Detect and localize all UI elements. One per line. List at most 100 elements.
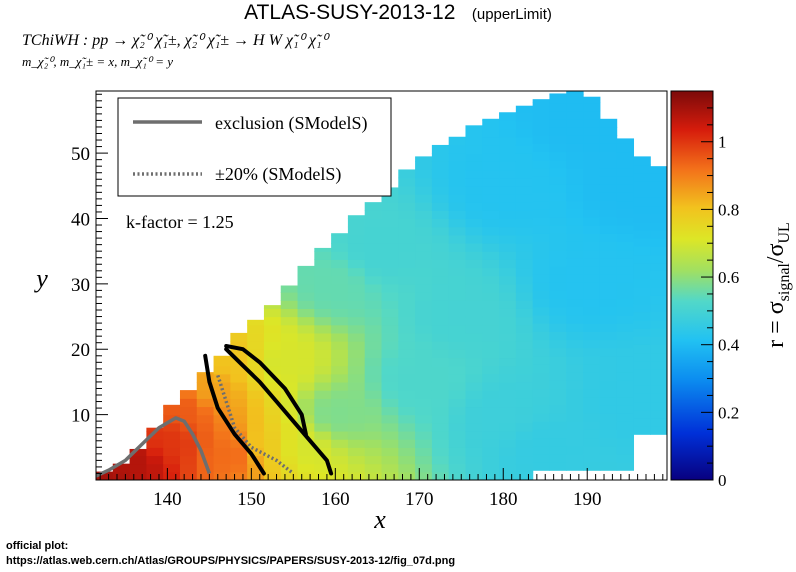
heatmap-cell bbox=[532, 380, 551, 390]
heatmap-cell bbox=[549, 314, 567, 324]
heatmap-cell bbox=[566, 314, 584, 324]
heatmap-cell bbox=[499, 292, 517, 301]
heatmap-cell bbox=[364, 381, 383, 391]
heatmap-cell bbox=[616, 216, 635, 226]
heatmap-cell bbox=[650, 278, 667, 288]
heatmap-cell bbox=[179, 406, 198, 416]
heatmap-cell bbox=[381, 234, 399, 244]
heatmap-cell bbox=[448, 275, 467, 285]
heatmap-cell bbox=[549, 298, 567, 308]
heatmap-cell bbox=[633, 270, 651, 280]
heatmap-cell bbox=[415, 381, 433, 391]
heatmap-cell bbox=[616, 184, 635, 193]
heatmap-cell bbox=[448, 439, 467, 448]
heatmap-cell bbox=[633, 360, 651, 370]
heatmap-cell bbox=[431, 243, 450, 252]
heatmap-cell bbox=[465, 414, 483, 424]
footer-label: official plot: bbox=[6, 540, 69, 552]
heatmap-cell bbox=[230, 447, 248, 457]
heatmap-cell bbox=[566, 110, 584, 120]
heatmap-cell bbox=[482, 243, 500, 252]
heatmap-cell bbox=[515, 153, 534, 162]
legend: exclusion (SModelS) ±20% (SModelS) bbox=[117, 97, 392, 197]
heatmap-cell bbox=[129, 463, 147, 473]
heatmap-cell bbox=[650, 417, 667, 427]
heatmap-cell bbox=[381, 292, 399, 301]
heatmap-cell bbox=[499, 120, 517, 130]
heatmap-cell bbox=[532, 143, 551, 153]
heatmap-cell bbox=[482, 210, 500, 220]
heatmap-cell bbox=[381, 226, 399, 236]
heatmap-cell bbox=[566, 233, 584, 242]
heatmap-cell bbox=[532, 453, 551, 463]
heatmap-cell bbox=[532, 363, 551, 373]
y-axis: 10 20 30 40 50 bbox=[71, 93, 108, 474]
heatmap-cell bbox=[431, 341, 450, 350]
heatmap-cell bbox=[146, 463, 164, 473]
heatmap-cell bbox=[415, 202, 433, 211]
heatmap-cell bbox=[566, 192, 584, 202]
heatmap-cell bbox=[549, 282, 567, 291]
heatmap-cell bbox=[599, 445, 618, 455]
heatmap-cell bbox=[482, 365, 500, 375]
heatmap-cell bbox=[398, 177, 416, 187]
heatmap-cell bbox=[398, 455, 416, 465]
heatmap-cell bbox=[532, 306, 551, 316]
heatmap-cell bbox=[129, 448, 147, 457]
heatmap-cell bbox=[465, 177, 483, 187]
heatmap-cell bbox=[331, 332, 349, 342]
heatmap-cell bbox=[331, 463, 349, 473]
heatmap-cell bbox=[549, 429, 567, 439]
heatmap-cell bbox=[515, 471, 534, 480]
legend-uncertainty-label: ±20% (SModelS) bbox=[215, 164, 341, 185]
heatmap-cell bbox=[314, 332, 332, 342]
heatmap-cell bbox=[566, 339, 584, 349]
heatmap-cell bbox=[331, 439, 349, 448]
heatmap-cell bbox=[415, 439, 433, 448]
heatmap-cell bbox=[583, 282, 601, 291]
heatmap-cell bbox=[448, 136, 467, 146]
heatmap-cell bbox=[415, 161, 433, 171]
heatmap-cell bbox=[599, 241, 618, 251]
heatmap-cell bbox=[499, 275, 517, 285]
heatmap-cell bbox=[448, 210, 467, 220]
heatmap-cell bbox=[583, 388, 601, 398]
heatmap-cell bbox=[96, 471, 114, 480]
heatmap-cell bbox=[314, 447, 332, 457]
heatmap-cell bbox=[499, 439, 517, 448]
heatmap-cell bbox=[263, 439, 282, 448]
heatmap-cell bbox=[398, 251, 416, 260]
heatmap-cell bbox=[465, 300, 483, 309]
heatmap-cell bbox=[280, 341, 299, 350]
heatmap-cell bbox=[599, 290, 618, 300]
heatmap-cell bbox=[381, 316, 399, 326]
heatmap-cell bbox=[482, 316, 500, 326]
heatmap-cell bbox=[499, 332, 517, 342]
heatmap-cell bbox=[566, 167, 584, 177]
heatmap-cell bbox=[499, 373, 517, 383]
heatmap-cell bbox=[633, 246, 651, 256]
heatmap-cell bbox=[364, 357, 383, 367]
y-tick-label: 40 bbox=[71, 209, 90, 230]
chart-title-block: ATLAS-SUSY-2013-12 (upperLimit) bbox=[0, 1, 796, 25]
heatmap-cell bbox=[347, 471, 366, 480]
heatmap-cell bbox=[280, 381, 299, 391]
heatmap-cell bbox=[196, 398, 215, 408]
heatmap-cell bbox=[515, 430, 534, 440]
heatmap-cell bbox=[347, 349, 366, 359]
heatmap-cell bbox=[381, 447, 399, 457]
heatmap-cell bbox=[599, 151, 618, 161]
heatmap-cell bbox=[398, 169, 416, 179]
heatmap-cell bbox=[398, 185, 416, 195]
heatmap-cell bbox=[465, 161, 483, 171]
heatmap-cell bbox=[532, 99, 551, 104]
heatmap-cell bbox=[415, 210, 433, 220]
heatmap-cell bbox=[415, 218, 433, 228]
heatmap-cell bbox=[549, 380, 567, 390]
heatmap-cell bbox=[230, 341, 248, 350]
heatmap-cell bbox=[583, 216, 601, 226]
heatmap-cell bbox=[331, 406, 349, 416]
heatmap-cell bbox=[415, 177, 433, 187]
heatmap-cell bbox=[263, 308, 282, 318]
heatmap-cell bbox=[532, 323, 551, 332]
